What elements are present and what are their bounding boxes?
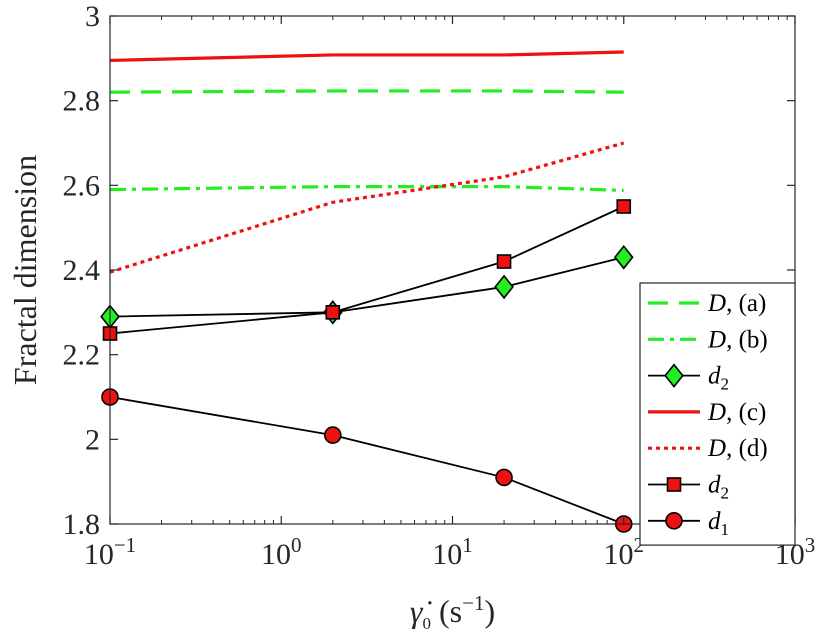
y-tick-label: 2.8 [63, 85, 101, 118]
series-line-d2_red [109, 205, 625, 335]
legend-label: d1 [708, 508, 729, 539]
series-layer [100, 50, 634, 533]
y-tick-label: 2 [85, 423, 100, 456]
series-D_c [109, 50, 624, 63]
series-d2_green [100, 245, 634, 329]
y-tick-label: 2.6 [63, 169, 101, 202]
legend-swatch-marker [665, 511, 683, 530]
y-tick-label: 3 [85, 0, 100, 33]
series-line-d1 [109, 396, 625, 525]
legend-label: D, (a) [707, 290, 766, 317]
x-tick-label: 100 [261, 533, 302, 571]
legend-label: d2 [708, 472, 729, 503]
legend-entry-D_a: D, (a) [648, 290, 766, 317]
legend: D, (a) D, (b) d2 D, (c) D, (d) d2 d1 [639, 282, 796, 546]
series-d1 [101, 388, 633, 533]
y-tick-label: 2.4 [63, 254, 101, 287]
legend-entry-d2_red: d2 [648, 472, 729, 503]
x-tick-label: 102 [604, 533, 645, 571]
series-D_d [109, 141, 625, 274]
legend-box [639, 282, 796, 546]
y-tick-label: 2.2 [63, 339, 101, 372]
legend-swatch-marker [666, 477, 682, 492]
data-point-d2_red [325, 305, 341, 320]
series-line-D_c [109, 50, 624, 63]
y-axis-title: Fractal dimension [7, 155, 43, 385]
x-axis-title: γ̇0 (s−1) [410, 591, 495, 633]
data-point-d2_red [616, 199, 632, 214]
axis-titles: γ̇0 (s−1) Fractal dimension [7, 155, 495, 633]
series-D_a [109, 89, 624, 94]
legend-label: d2 [708, 363, 729, 394]
legend-entry-D_b: D, (b) [648, 326, 768, 353]
legend-swatch-marker [664, 363, 684, 388]
legend-label: D, (d) [707, 435, 768, 462]
legend-entry-d1: d1 [648, 508, 729, 539]
series-line-D_a [109, 89, 624, 94]
x-tick-label: 101 [432, 533, 473, 571]
data-point-d2_red [496, 254, 512, 269]
legend-entry-D_d: D, (d) [648, 435, 768, 462]
series-line-D_d [109, 141, 625, 274]
legend-label: D, (c) [707, 399, 766, 426]
legend-entry-d2_green: d2 [648, 363, 729, 394]
series-line-d2_green [109, 256, 624, 318]
series-line-D_b [109, 185, 624, 193]
series-D_b [109, 185, 624, 193]
x-tick-label: 10−1 [84, 533, 136, 571]
data-point-d2_green [494, 274, 514, 300]
data-point-d1 [495, 468, 513, 487]
legend-entry-D_c: D, (c) [648, 399, 766, 426]
data-point-d2_green [613, 245, 634, 270]
y-tick-label: 1.8 [63, 508, 101, 541]
series-d2_red [102, 199, 632, 341]
legend-label: D, (b) [707, 326, 768, 353]
data-point-d1 [324, 426, 342, 444]
